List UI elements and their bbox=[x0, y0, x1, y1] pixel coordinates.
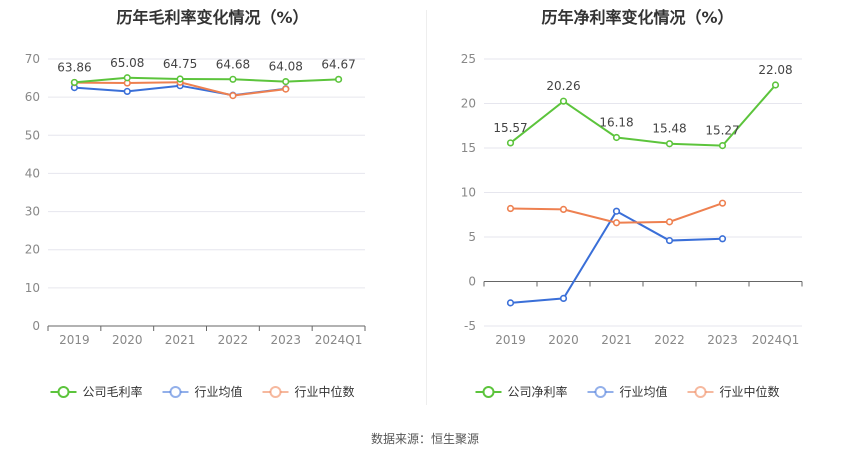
gross-margin-company-data-label: 64.67 bbox=[321, 57, 355, 71]
gross-margin-y-tick-label: 60 bbox=[25, 90, 40, 104]
gross-margin-y-tick-label: 50 bbox=[25, 128, 40, 142]
gross-margin-company-point bbox=[334, 75, 343, 83]
net-margin-industry_median-point bbox=[612, 219, 621, 227]
net-margin-company-data-label: 20.26 bbox=[546, 79, 580, 93]
net-margin-company-data-label: 15.57 bbox=[493, 121, 527, 135]
gross-margin-x-tick-label: 2024Q1 bbox=[315, 333, 363, 347]
net-margin-legend-label: 行业均值 bbox=[620, 384, 668, 399]
gross-margin-company-data-label: 64.68 bbox=[216, 57, 250, 71]
net-margin-company-point bbox=[665, 140, 674, 148]
net-margin-y-tick-label: 0 bbox=[468, 275, 476, 289]
net-margin-industry_median-point bbox=[559, 205, 568, 214]
net-margin-y-tick-label: 20 bbox=[461, 97, 476, 111]
net-margin-legend-swatch-marker bbox=[482, 386, 495, 398]
net-margin-y-tick-label: 10 bbox=[461, 186, 476, 200]
gross-margin-industry_median-point bbox=[282, 85, 290, 93]
net-margin-y-tick-label: -5 bbox=[464, 319, 476, 333]
gross-margin-legend-item-industry_avg: 行业均值 bbox=[162, 384, 243, 399]
gross-margin-legend-item-company: 公司毛利率 bbox=[50, 384, 143, 399]
net-margin-y-tick-label: 5 bbox=[468, 230, 476, 244]
net-margin-chart: 历年净利率变化情况（%） -5 0 5 10 15 20 25 2019 2020 2021 202… bbox=[425, 0, 850, 420]
net-margin-chart-svg: -5 0 5 10 15 20 25 2019 2020 2021 2022 2023 2024Q1 15… bbox=[461, 52, 803, 399]
net-margin-y-tick-label: 15 bbox=[461, 141, 476, 155]
net-margin-y-tick-label: 25 bbox=[461, 52, 476, 66]
net-margin-company-data-label: 16.18 bbox=[599, 115, 633, 129]
gross-margin-legend-label: 行业均值 bbox=[195, 384, 243, 399]
gross-margin-legend-swatch-marker bbox=[57, 386, 70, 398]
net-margin-industry_median-point bbox=[506, 204, 515, 213]
net-margin-industry_avg-point bbox=[665, 236, 674, 245]
gross-margin-legend-swatch-marker bbox=[269, 386, 282, 398]
gross-margin-x-tick-label: 2019 bbox=[59, 333, 90, 347]
gross-margin-chart: 历年毛利率变化情况（%） 0 10 20 30 40 50 60 70 2019 2020 2021… bbox=[0, 0, 425, 420]
gross-margin-industry_avg-point bbox=[123, 87, 131, 96]
net-margin-company-point bbox=[612, 133, 621, 142]
gross-margin-y-tick-label: 10 bbox=[25, 281, 40, 295]
gross-margin-y-tick-label: 20 bbox=[25, 243, 40, 257]
gross-margin-y-tick-label: 0 bbox=[32, 319, 40, 333]
net-margin-x-tick-label: 2020 bbox=[548, 333, 579, 347]
gross-margin-company-data-label: 64.08 bbox=[269, 60, 303, 74]
net-margin-company-point bbox=[771, 81, 780, 89]
net-margin-legend-swatch-marker bbox=[694, 386, 707, 398]
gross-margin-company-data-label: 65.08 bbox=[110, 56, 144, 70]
net-margin-x-tick-label: 2019 bbox=[495, 333, 526, 347]
net-margin-company-line bbox=[509, 84, 777, 147]
gross-margin-company-point bbox=[123, 74, 131, 82]
gross-margin-x-tick-label: 2020 bbox=[112, 333, 143, 347]
gross-margin-legend-label: 公司毛利率 bbox=[83, 384, 143, 399]
net-margin-x-tick-label: 2023 bbox=[707, 333, 738, 347]
net-margin-company-data-label: 22.08 bbox=[758, 63, 792, 77]
net-margin-company-point bbox=[559, 97, 568, 105]
gross-margin-company-data-label: 63.86 bbox=[57, 60, 91, 74]
net-margin-company-point bbox=[718, 141, 727, 150]
gross-margin-company-point bbox=[70, 78, 79, 87]
gross-margin-company-point bbox=[282, 77, 290, 86]
gross-margin-company-point bbox=[229, 75, 237, 83]
gross-margin-y-tick-label: 40 bbox=[25, 166, 40, 180]
net-margin-legend-label: 行业中位数 bbox=[720, 384, 780, 399]
net-margin-company-data-label: 15.48 bbox=[652, 122, 686, 136]
net-margin-company-point bbox=[506, 139, 515, 147]
gross-margin-legend-swatch-marker bbox=[169, 386, 182, 398]
gross-margin-x-tick-label: 2021 bbox=[165, 333, 196, 347]
gross-margin-company-point bbox=[176, 75, 184, 83]
net-margin-x-tick-label: 2021 bbox=[601, 333, 632, 347]
net-margin-legend-item-company: 公司净利率 bbox=[475, 384, 568, 399]
net-margin-legend-swatch-marker bbox=[594, 386, 607, 398]
gross-margin-x-tick-label: 2022 bbox=[218, 333, 249, 347]
gross-margin-company-data-label: 64.75 bbox=[163, 57, 197, 71]
gross-margin-chart-svg: 0 10 20 30 40 50 60 70 2019 2020 2021 2022 2023 2024Q… bbox=[25, 52, 366, 399]
net-margin-industry_median-point bbox=[665, 218, 674, 226]
net-margin-x-tick-label: 2024Q1 bbox=[752, 333, 800, 347]
net-margin-legend-label: 公司净利率 bbox=[508, 384, 568, 399]
net-margin-legend-item-industry_median: 行业中位数 bbox=[687, 384, 780, 399]
gross-margin-x-tick-label: 2023 bbox=[270, 333, 301, 347]
gross-margin-y-tick-label: 30 bbox=[25, 205, 40, 219]
gross-margin-chart-title: 历年毛利率变化情况（%） bbox=[116, 8, 309, 27]
gross-margin-legend-item-industry_median: 行业中位数 bbox=[262, 384, 355, 399]
data-source-note: 数据来源：恒生聚源 bbox=[370, 432, 479, 446]
net-margin-industry_median-point bbox=[718, 199, 727, 207]
gross-margin-industry_median-point bbox=[229, 92, 237, 100]
net-margin-chart-title: 历年净利率变化情况（%） bbox=[541, 8, 734, 27]
gross-margin-y-tick-label: 70 bbox=[25, 52, 40, 66]
gross-margin-legend-label: 行业中位数 bbox=[295, 384, 355, 399]
net-margin-industry_avg-point bbox=[506, 299, 515, 307]
net-margin-company-data-label: 15.27 bbox=[705, 124, 739, 138]
panel-divider bbox=[426, 10, 427, 405]
net-margin-x-tick-label: 2022 bbox=[654, 333, 685, 347]
net-margin-industry_avg-point bbox=[612, 207, 621, 215]
net-margin-legend-item-industry_avg: 行业均值 bbox=[587, 384, 668, 399]
gross-margin-company-line bbox=[74, 76, 339, 84]
net-margin-industry_avg-point bbox=[718, 235, 727, 243]
net-margin-industry_avg-point bbox=[559, 294, 568, 303]
